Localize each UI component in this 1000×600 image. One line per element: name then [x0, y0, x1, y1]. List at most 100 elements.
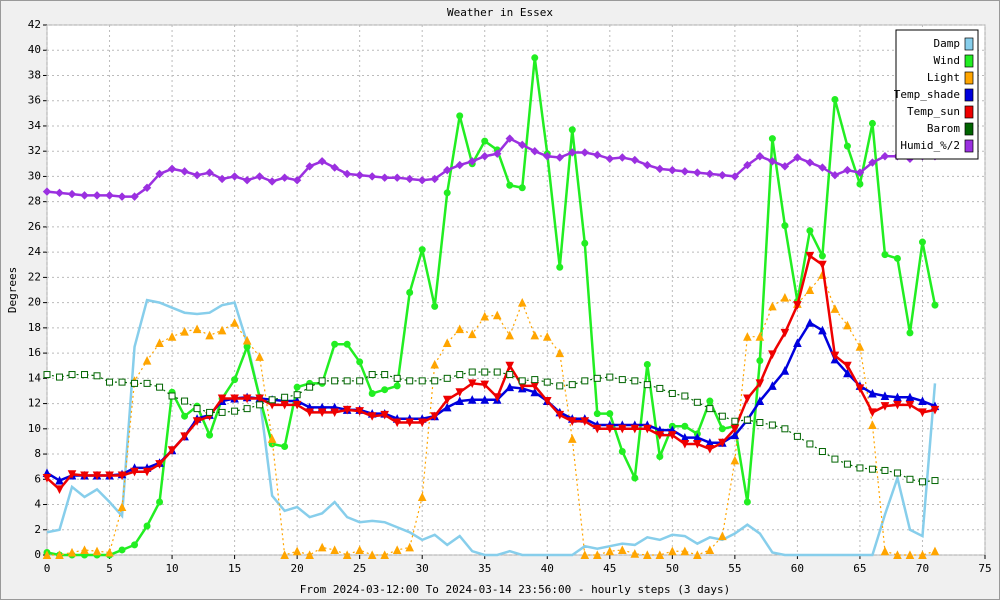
marker [117, 192, 127, 201]
x-tick-label: 0 [44, 562, 51, 575]
legend-label: Damp [934, 37, 961, 50]
marker [67, 189, 77, 199]
marker [280, 400, 289, 410]
marker [805, 318, 815, 327]
marker [568, 381, 576, 389]
marker [768, 135, 776, 143]
marker [631, 377, 639, 385]
marker [868, 388, 877, 398]
marker [330, 408, 339, 418]
marker [618, 153, 627, 162]
marker [381, 386, 389, 394]
marker [143, 522, 151, 530]
marker [818, 252, 826, 260]
x-tick-label: 75 [978, 562, 991, 575]
marker [793, 432, 801, 440]
series [42, 134, 940, 201]
marker [718, 412, 726, 420]
marker [592, 550, 602, 559]
y-tick-label: 28 [28, 195, 41, 208]
marker [317, 408, 327, 418]
marker [518, 140, 527, 150]
marker [805, 285, 815, 294]
marker [755, 379, 765, 388]
x-tick-label: 50 [666, 562, 679, 575]
marker [206, 408, 214, 416]
marker [130, 192, 139, 201]
marker [142, 183, 152, 192]
marker [117, 471, 127, 481]
marker [718, 438, 727, 448]
marker [656, 453, 664, 461]
marker [242, 176, 252, 185]
marker [468, 368, 476, 376]
legend-swatch [964, 54, 974, 68]
marker [167, 446, 177, 455]
x-tick-label: 15 [228, 562, 241, 575]
marker [343, 377, 351, 385]
marker [605, 546, 615, 556]
marker [106, 378, 114, 386]
legend-swatch [964, 71, 974, 85]
y-tick-label: 38 [28, 68, 41, 81]
marker [68, 371, 76, 379]
marker [355, 407, 364, 416]
marker [843, 460, 851, 468]
x-tick-label: 55 [728, 562, 741, 575]
y-tick-label: 12 [28, 397, 41, 410]
marker [393, 382, 401, 390]
marker [392, 173, 402, 182]
marker [230, 318, 239, 327]
marker [643, 381, 651, 389]
marker [342, 169, 352, 179]
marker [918, 408, 927, 418]
x-tick-label: 30 [416, 562, 429, 575]
marker [480, 380, 490, 390]
marker [830, 351, 840, 361]
marker [868, 158, 877, 167]
marker [331, 340, 339, 348]
marker [905, 392, 915, 402]
marker [781, 425, 789, 433]
y-tick-label: 30 [28, 169, 41, 182]
marker [217, 174, 227, 184]
y-tick-label: 36 [28, 94, 41, 107]
marker [918, 238, 926, 246]
marker [631, 474, 639, 482]
marker [268, 396, 276, 404]
marker [668, 546, 677, 556]
marker [218, 408, 226, 416]
marker [255, 352, 264, 361]
marker [255, 394, 264, 404]
marker [531, 54, 539, 62]
legend-swatch [964, 105, 974, 119]
marker [392, 418, 402, 428]
y-tick-label: 8 [34, 447, 41, 460]
marker [180, 167, 189, 176]
line [46, 298, 937, 557]
y-tick-label: 18 [28, 321, 41, 334]
series [46, 298, 937, 557]
marker [456, 112, 464, 120]
marker [155, 169, 164, 179]
marker [880, 152, 890, 161]
marker [442, 402, 452, 412]
marker [880, 546, 890, 556]
marker [43, 371, 51, 379]
x-tick-label: 35 [478, 562, 491, 575]
marker [80, 471, 89, 481]
marker [305, 162, 314, 171]
marker [242, 335, 252, 345]
marker [930, 405, 940, 415]
y-tick-label: 22 [28, 270, 41, 283]
marker [618, 376, 626, 384]
marker [656, 384, 664, 392]
marker [42, 474, 52, 483]
marker [131, 541, 139, 549]
legend-swatch [964, 88, 974, 102]
marker [205, 168, 214, 177]
marker [855, 168, 865, 177]
marker [730, 424, 740, 434]
y-tick-label: 0 [34, 548, 41, 561]
marker [706, 405, 714, 413]
